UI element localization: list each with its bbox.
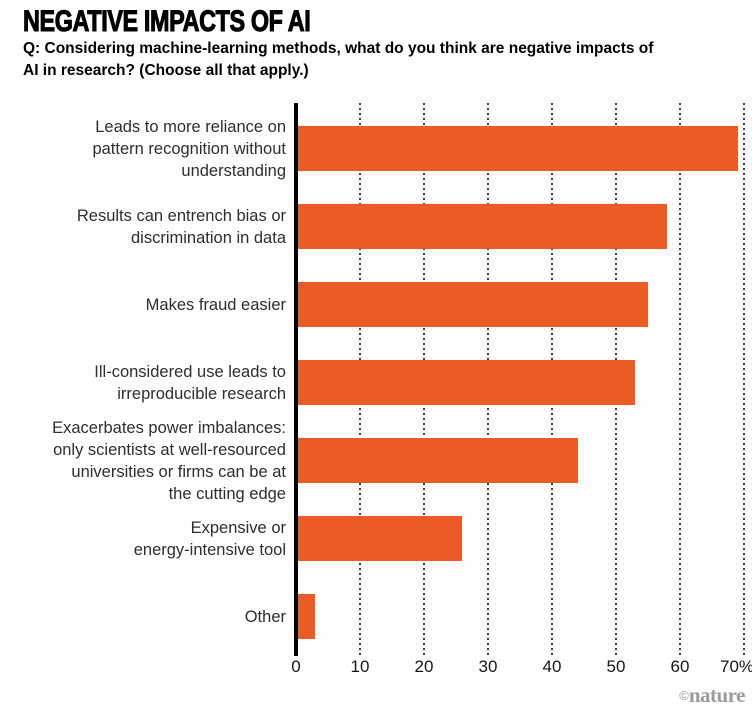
gridline-60 (679, 103, 681, 656)
chart-question-line-1: Q: Considering machine-learning methods,… (23, 40, 654, 57)
x-tick-label-50: 50 (606, 657, 626, 676)
y-axis-line (294, 103, 298, 656)
category-label-5: Exacerbates power imbalances: only scient… (6, 417, 286, 505)
x-tick-label-40: 40 (542, 657, 562, 676)
bar-4 (298, 360, 636, 405)
chart-question-line-2: AI in research? (Choose all that apply.) (23, 62, 309, 79)
nature-logo: nature (688, 683, 746, 707)
category-label-line: Ill-considered use leads to (94, 362, 286, 381)
category-label-line: Leads to more reliance on (95, 117, 286, 136)
category-label-2: Results can entrench bias or discriminati… (6, 205, 286, 249)
category-label-1: Leads to more reliance on pattern recogni… (6, 116, 286, 182)
chart-question: Q: Considering machine-learning methods,… (23, 38, 653, 82)
copyright-symbol: © (679, 688, 689, 703)
category-label-line: Expensive or (190, 518, 286, 537)
gridline-70 (743, 103, 745, 656)
x-tick-label-70: 70% (719, 657, 752, 676)
category-label-7: Other (6, 606, 286, 628)
category-label-line: Other (244, 607, 286, 626)
category-label-line: only scientists at well-resourced (53, 440, 286, 459)
category-label-line: understanding (181, 161, 286, 180)
source-credit: ©nature (679, 683, 745, 708)
category-label-line: pattern recognition without (92, 139, 286, 158)
category-label-line: discrimination in data (131, 228, 286, 247)
bar-3 (298, 282, 648, 327)
category-label-line: Makes fraud easier (145, 295, 286, 314)
category-label-line: Exacerbates power imbalances: (52, 418, 286, 437)
category-label-line: irreproducible research (117, 384, 286, 403)
bar-6 (298, 516, 463, 561)
category-label-line: the cutting edge (168, 484, 286, 503)
x-tick-label-20: 20 (414, 657, 434, 676)
x-tick-label-30: 30 (478, 657, 498, 676)
bar-5 (298, 438, 578, 483)
category-label-3: Makes fraud easier (6, 294, 286, 316)
x-tick-label-60: 60 (670, 657, 690, 676)
x-tick-label-0: 0 (291, 657, 301, 676)
bar-7 (298, 594, 316, 639)
bar-1 (298, 126, 738, 171)
category-label-line: universities or firms can be at (71, 462, 286, 481)
chart-title: NEGATIVE IMPACTS OF AI (23, 4, 312, 38)
bar-2 (298, 204, 668, 249)
category-label-line: Results can entrench bias or (76, 206, 286, 225)
category-label-line: energy-intensive tool (133, 540, 286, 559)
x-tick-label-10: 10 (350, 657, 370, 676)
category-label-4: Ill-considered use leads to irreproducibl… (6, 361, 286, 405)
category-label-6: Expensive or energy-intensive tool (6, 517, 286, 561)
